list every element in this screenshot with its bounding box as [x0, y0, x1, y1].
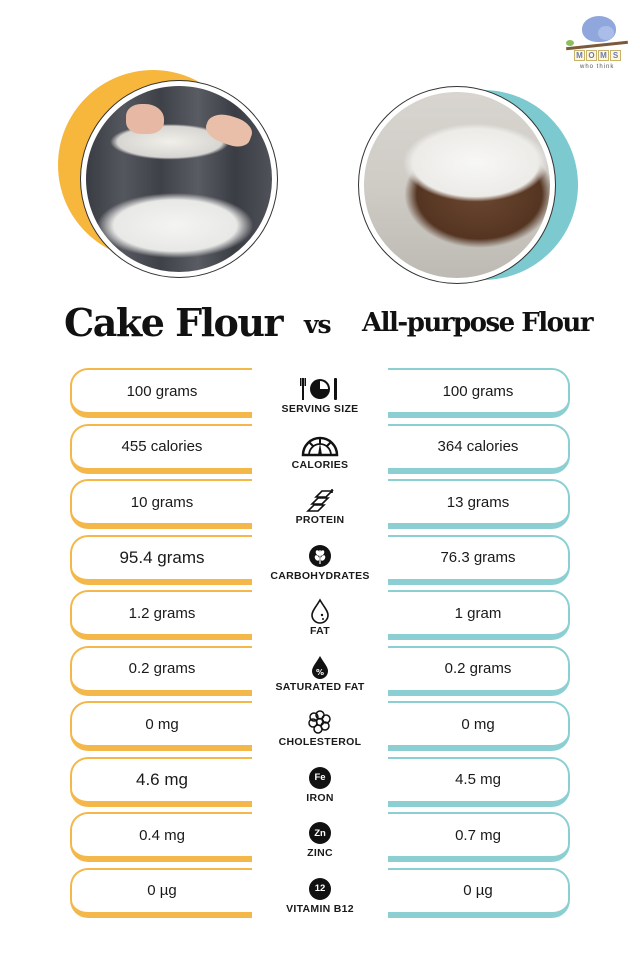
row-calories: 455 calories CALORIES 364 calories	[0, 423, 640, 480]
row-carbohydrates: 95.4 grams CARBOHYDRATES 76.3 grams	[0, 534, 640, 591]
nutrient-label: SATURATED FAT	[275, 680, 365, 693]
iron-badge: Fe	[309, 766, 331, 789]
all-purpose-flour-value: 4.5 mg	[388, 756, 570, 807]
nutrient-label: ZINC	[307, 847, 333, 859]
cholesterol-icon	[307, 709, 333, 735]
logo-letter: M	[574, 50, 585, 61]
b12-badge: 12	[309, 877, 331, 900]
row-vitamin-b12: 0 µg 12 VITAMIN B12 0 µg	[0, 867, 640, 924]
logo-letter: M	[598, 50, 609, 61]
gauge-icon	[300, 432, 340, 458]
nutrient-label: VITAMIN B12	[286, 902, 354, 915]
branch-icon	[566, 40, 628, 51]
plate-cutlery-icon	[299, 376, 341, 402]
cake-flour-value: 100 grams	[70, 368, 252, 418]
baby-bird-icon	[598, 26, 614, 40]
b12-badge-icon: 12	[309, 876, 331, 902]
vs-label: vs	[304, 310, 332, 339]
row-iron: 4.6 mg Fe IRON 4.5 mg	[0, 756, 640, 813]
all-purpose-flour-value: 100 grams	[388, 368, 570, 418]
all-purpose-flour-value: 0 mg	[388, 701, 570, 751]
svg-text:%: %	[316, 668, 324, 677]
all-purpose-flour-value: 364 calories	[388, 423, 570, 474]
all-purpose-flour-value: 0.2 grams	[388, 645, 570, 696]
all-purpose-flour-photo	[358, 76, 578, 286]
cake-flour-value: 0 mg	[70, 701, 252, 751]
cake-flour-value: 0.4 mg	[70, 812, 252, 862]
hand-shape	[126, 104, 164, 134]
nutrient-label: FAT	[310, 625, 330, 637]
cake-flour-value: 0 µg	[70, 867, 252, 918]
hand-shape	[202, 108, 256, 152]
logo-tagline: who think	[580, 64, 615, 70]
nutrient-label: CHOLESTEROL	[278, 736, 362, 748]
cake-flour-photo	[58, 70, 278, 280]
cake-flour-value: 1.2 grams	[70, 590, 252, 640]
left-title: Cake Flour	[64, 300, 284, 345]
logo-letter: O	[586, 50, 597, 61]
cake-flour-value: 10 grams	[70, 479, 252, 529]
all-purpose-flour-value: 1 gram	[388, 590, 570, 640]
zinc-badge: Zn	[309, 822, 331, 844]
all-purpose-flour-value: 13 grams	[388, 479, 570, 529]
row-cholesterol: 0 mg CHOLESTEROL 0 mg	[0, 701, 640, 757]
row-protein: 10 grams PROTEIN 13 grams	[0, 479, 640, 535]
logo-blocks: M O M S	[574, 50, 621, 61]
cake-flour-value: 455 calories	[70, 423, 252, 474]
comparison-header: Cake Flour vs All-purpose Flour	[0, 298, 640, 354]
leaf-icon	[566, 40, 574, 46]
fe-badge-icon: Fe	[309, 765, 331, 791]
nutrient-label: CALORIES	[291, 458, 349, 471]
nutrition-comparison-table: 100 grams SERVING SIZE 100 grams 455 cal…	[0, 368, 640, 923]
all-purpose-flour-value: 0 µg	[388, 867, 570, 918]
nutrient-label: CARBOHYDRATES	[270, 569, 370, 582]
protein-strand-icon	[304, 487, 336, 513]
cake-flour-image	[86, 86, 272, 272]
wheat-icon	[308, 543, 332, 569]
cake-flour-value: 0.2 grams	[70, 645, 252, 696]
nutrient-label: PROTEIN	[295, 514, 345, 526]
all-purpose-flour-value: 0.7 mg	[388, 812, 570, 862]
all-purpose-flour-value: 76.3 grams	[388, 534, 570, 585]
drop-icon	[310, 598, 330, 624]
cake-flour-value: 95.4 grams	[70, 534, 252, 585]
moms-who-think-logo: M O M S who think	[562, 14, 632, 74]
row-fat: 1.2 grams FAT 1 gram	[0, 590, 640, 646]
right-title: All-purpose Flour	[362, 308, 594, 338]
zn-badge-icon: Zn	[309, 820, 331, 846]
all-purpose-flour-image	[364, 92, 550, 278]
logo-letter: S	[610, 50, 621, 61]
nutrient-label: IRON	[306, 791, 334, 804]
percent-drop-icon: %	[310, 654, 330, 680]
row-saturated-fat: 0.2 grams % SATURATED FAT 0.2 grams	[0, 645, 640, 702]
row-serving-size: 100 grams SERVING SIZE 100 grams	[0, 368, 640, 424]
nutrient-label: SERVING SIZE	[281, 403, 359, 415]
cake-flour-value: 4.6 mg	[70, 756, 252, 807]
row-zinc: 0.4 mg Zn ZINC 0.7 mg	[0, 812, 640, 868]
